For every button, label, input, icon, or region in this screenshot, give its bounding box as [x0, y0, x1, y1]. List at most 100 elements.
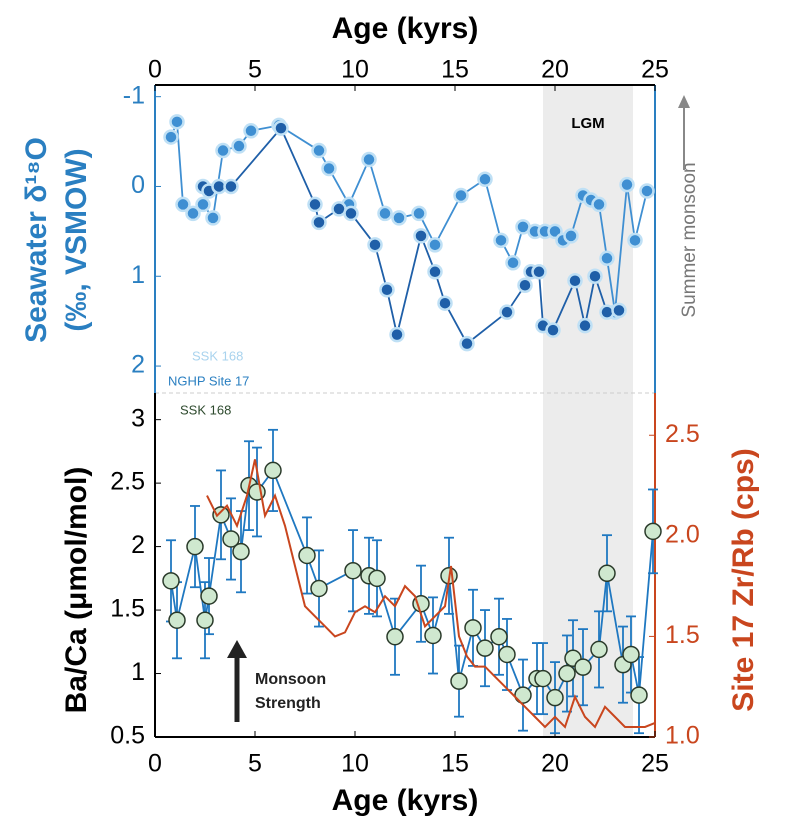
data-point	[622, 645, 640, 664]
data-point	[311, 214, 327, 231]
y-tick-label: 2.5	[110, 468, 145, 496]
data-point	[627, 232, 643, 249]
data-point	[200, 587, 218, 605]
data-point	[476, 639, 494, 657]
y-axis-title: Ba/Ca (μmol/mol)	[60, 467, 93, 714]
data-point	[531, 264, 547, 280]
data-point	[389, 326, 405, 343]
data-point	[361, 151, 377, 168]
data-point	[567, 273, 583, 289]
data-point	[427, 264, 443, 280]
data-point	[498, 645, 516, 664]
data-point	[493, 232, 509, 249]
data-point	[321, 160, 337, 177]
data-point	[231, 138, 247, 154]
data-point	[619, 176, 635, 193]
data-point	[464, 619, 482, 637]
data-point	[534, 669, 552, 688]
legend-entry: SSK 168	[180, 402, 231, 417]
y-tick-label: 0	[131, 171, 145, 199]
data-point	[413, 228, 429, 244]
data-point	[630, 686, 648, 704]
x-tick-label: 25	[641, 750, 669, 778]
data-point	[546, 688, 564, 707]
data-point	[424, 626, 442, 645]
data-point	[599, 250, 615, 267]
x-tick-label: 25	[641, 56, 669, 84]
data-point	[499, 304, 515, 320]
data-point	[368, 569, 386, 588]
data-point	[273, 120, 289, 136]
data-point	[591, 196, 607, 213]
data-point	[343, 205, 359, 222]
data-point	[391, 210, 407, 226]
x-tick-label: 20	[541, 750, 569, 778]
data-point	[162, 572, 180, 590]
data-point	[215, 142, 231, 159]
annotation-arrowhead	[227, 640, 247, 658]
data-point	[587, 268, 603, 285]
side-arrowhead	[678, 95, 690, 108]
data-point	[232, 542, 250, 561]
y2-tick-label: 2.0	[665, 520, 700, 548]
data-point	[222, 530, 240, 548]
y-tick-label: 1.5	[110, 595, 145, 623]
data-point	[243, 123, 259, 139]
data-point	[563, 228, 579, 244]
annotation: Strength	[255, 695, 321, 712]
data-point	[574, 658, 592, 676]
y2-tick-label: 1.0	[665, 722, 700, 750]
data-point	[517, 277, 533, 293]
data-point	[205, 210, 221, 226]
y-tick-label: -1	[123, 81, 145, 109]
data-point	[450, 672, 468, 690]
data-point	[310, 579, 328, 598]
x-tick-label: 5	[248, 56, 262, 84]
data-point	[195, 196, 211, 213]
x-axis-title: Age (kyrs)	[332, 784, 479, 817]
data-point	[490, 627, 508, 646]
data-point	[344, 561, 362, 580]
data-point	[545, 322, 561, 338]
x-tick-label: 10	[341, 56, 369, 84]
data-point	[639, 183, 655, 199]
data-point	[477, 171, 493, 188]
x-tick-label: 5	[248, 750, 262, 778]
y-axis-title: (‰, VSMOW)	[60, 148, 93, 331]
legend-entry: NGHP Site 17	[168, 373, 249, 388]
region-label: LGM	[571, 115, 604, 132]
series-line	[206, 459, 656, 729]
data-point	[437, 295, 453, 311]
y-tick-label: 3	[131, 404, 145, 432]
data-point	[590, 640, 608, 659]
data-point	[186, 537, 204, 556]
x-tick-label: 15	[441, 56, 469, 84]
data-point	[163, 129, 179, 145]
data-point	[577, 317, 593, 334]
data-point	[169, 114, 185, 130]
y2-tick-label: 1.5	[665, 621, 700, 649]
data-point	[196, 611, 214, 629]
y2-axis-title: Site 17 Zr/Rb (cps)	[727, 448, 760, 711]
data-point	[223, 178, 239, 195]
data-point	[644, 522, 662, 541]
data-point	[459, 335, 475, 352]
data-point	[558, 664, 576, 683]
x-tick-label: 0	[148, 56, 162, 84]
y-tick-label: 1	[131, 261, 145, 289]
data-point	[307, 196, 323, 213]
data-point	[411, 205, 427, 222]
data-point	[264, 461, 282, 480]
data-point	[311, 142, 327, 159]
annotation: Monsoon	[255, 671, 326, 688]
y-tick-label: 2	[131, 531, 145, 559]
data-point	[427, 237, 443, 253]
side-annotation: Summer monsoon	[679, 162, 700, 317]
data-point	[185, 205, 201, 222]
data-point	[505, 255, 521, 271]
data-point	[598, 564, 616, 583]
data-point	[386, 627, 404, 646]
data-point	[514, 686, 532, 704]
